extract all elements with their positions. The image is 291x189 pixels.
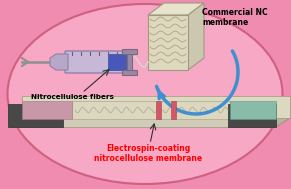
Polygon shape <box>8 105 276 127</box>
Bar <box>108 54 126 70</box>
Polygon shape <box>22 96 290 118</box>
Bar <box>228 104 276 127</box>
Bar <box>122 49 137 54</box>
Bar <box>127 50 132 74</box>
Polygon shape <box>188 3 204 70</box>
Bar <box>122 70 137 75</box>
Bar <box>22 101 72 119</box>
Text: Electrospin-coating
nitrocellulose membrane: Electrospin-coating nitrocellulose membr… <box>94 144 202 163</box>
FancyBboxPatch shape <box>65 51 129 73</box>
Ellipse shape <box>8 4 283 184</box>
Bar <box>72 101 230 119</box>
Bar <box>156 101 161 119</box>
Text: Commercial NC
membrane: Commercial NC membrane <box>202 8 268 27</box>
Text: Nitrocellulose fibers: Nitrocellulose fibers <box>31 94 113 100</box>
Bar <box>230 101 276 119</box>
Polygon shape <box>50 54 68 70</box>
Bar <box>171 101 176 119</box>
Polygon shape <box>148 15 188 70</box>
Polygon shape <box>8 118 290 127</box>
Polygon shape <box>148 3 204 15</box>
Bar <box>8 104 63 127</box>
